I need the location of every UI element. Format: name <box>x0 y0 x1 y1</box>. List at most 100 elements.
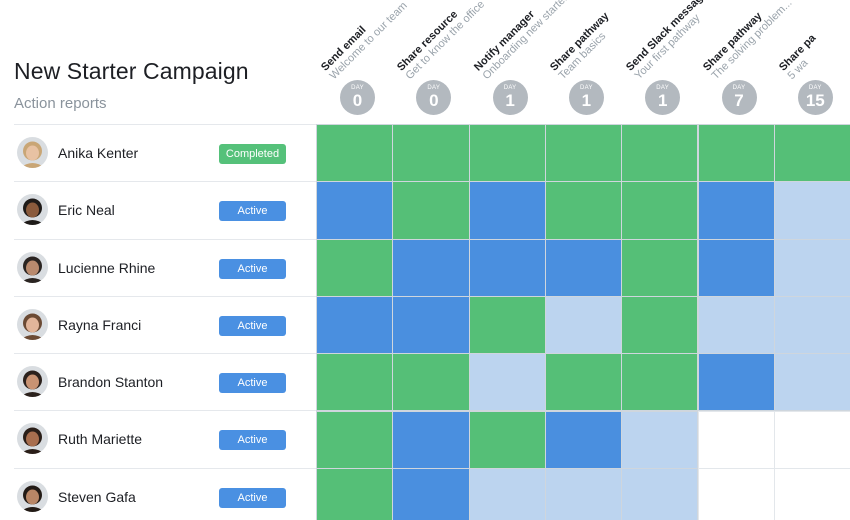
grid-cell-done[interactable] <box>392 124 470 183</box>
day-badge: DAY 1 <box>492 80 528 115</box>
avatar <box>17 251 48 283</box>
status-badge[interactable]: Active <box>219 201 286 222</box>
step-label: Share pa 5 wa <box>777 32 827 82</box>
grid-cell-done[interactable] <box>621 295 699 355</box>
person-row[interactable]: Anika Kenter Completed <box>14 124 316 181</box>
grid-cell-empty <box>773 410 850 469</box>
grid-cell-done[interactable] <box>544 124 623 183</box>
campaign-step: Share pathway Team basics DAY 1 <box>545 0 621 124</box>
grid-cell-done[interactable] <box>316 467 394 520</box>
day-badge-number: 0 <box>352 91 363 110</box>
day-badge-label: DAY <box>503 85 517 91</box>
grid-cell-done[interactable] <box>773 124 850 183</box>
grid-cell-active[interactable] <box>316 295 394 355</box>
grid-cell-active[interactable] <box>468 181 546 240</box>
day-badge: DAY 0 <box>340 80 375 115</box>
status-badge[interactable]: Active <box>219 373 286 394</box>
day-badge: DAY 7 <box>721 80 757 115</box>
grid-cell-pending[interactable] <box>773 238 850 297</box>
grid-cell-active[interactable] <box>468 238 546 297</box>
grid-cell-done[interactable] <box>468 295 546 355</box>
person-row[interactable]: Steven Gafa Active <box>14 467 316 520</box>
campaign-step: Share pa 5 wa DAY 15 <box>774 0 850 124</box>
avatar <box>17 480 48 512</box>
grid-cell-active[interactable] <box>316 181 394 240</box>
grid-cell-active[interactable] <box>392 467 470 520</box>
grid-cell-done[interactable] <box>316 238 394 297</box>
grid-cell-done[interactable] <box>468 124 546 183</box>
people-list: Anika Kenter Completed Eric Neal Active Luci… <box>14 124 316 520</box>
campaign-step: Share resource Get to know the office DAY 0 <box>392 0 487 124</box>
grid-cell-pending[interactable] <box>468 353 546 412</box>
grid-cell-done[interactable] <box>621 181 699 240</box>
day-badge-label: DAY <box>808 85 822 91</box>
grid-cell-pending[interactable] <box>544 295 623 355</box>
grid-cell-active[interactable] <box>392 238 470 297</box>
day-badge-label: DAY <box>351 85 364 91</box>
day-badge-label: DAY <box>579 85 593 91</box>
grid-cell-empty <box>697 410 775 469</box>
person-row[interactable]: Rayna Franci Active <box>14 295 316 353</box>
person-row[interactable]: Eric Neal Active <box>14 181 316 238</box>
grid-cell-empty <box>773 467 850 520</box>
person-name[interactable]: Anika Kenter <box>58 145 139 161</box>
day-badge-number: 1 <box>505 91 515 110</box>
day-badge-number: 0 <box>429 91 439 110</box>
person-name[interactable]: Brandon Stanton <box>58 374 164 391</box>
grid-cell-active[interactable] <box>392 295 470 355</box>
day-badge-label: DAY <box>732 85 746 91</box>
person-name[interactable]: Lucienne Rhine <box>58 259 156 276</box>
person-name[interactable]: Eric Neal <box>58 202 115 219</box>
grid-cell-done[interactable] <box>544 353 623 412</box>
grid-cell-pending[interactable] <box>773 353 850 412</box>
status-badge[interactable]: Active <box>219 258 286 279</box>
status-badge[interactable]: Active <box>219 487 286 508</box>
grid-cell-active[interactable] <box>544 410 623 469</box>
day-badge-number: 1 <box>581 91 592 110</box>
grid-cell-pending[interactable] <box>621 467 699 520</box>
person-row[interactable]: Ruth Mariette Active <box>14 410 316 467</box>
grid-cell-done[interactable] <box>697 124 775 183</box>
status-badge[interactable]: Completed <box>219 144 286 164</box>
grid-cell-done[interactable] <box>392 181 470 240</box>
grid-cell-pending[interactable] <box>468 467 546 520</box>
grid-cell-active[interactable] <box>697 181 775 240</box>
day-badge-number: 1 <box>657 91 668 110</box>
person-name[interactable]: Rayna Franci <box>58 316 142 333</box>
avatar <box>17 194 48 226</box>
grid-cell-done[interactable] <box>544 181 623 240</box>
day-badge-label: DAY <box>656 85 670 91</box>
person-name[interactable]: Steven Gafa <box>58 488 136 505</box>
page-subtitle: Action reports <box>14 95 107 112</box>
campaign-steps-header: Send email Welcome to our team DAY 0 Share r… <box>316 0 850 124</box>
avatar <box>17 423 48 455</box>
grid-cell-done[interactable] <box>621 353 699 412</box>
grid-cell-done[interactable] <box>316 353 394 412</box>
grid-cell-pending[interactable] <box>697 295 775 355</box>
progress-grid <box>316 124 850 520</box>
grid-cell-done[interactable] <box>621 238 699 297</box>
grid-cell-done[interactable] <box>316 124 394 183</box>
grid-cell-done[interactable] <box>316 410 394 469</box>
person-row[interactable]: Lucienne Rhine Active <box>14 238 316 296</box>
grid-cell-pending[interactable] <box>544 467 623 520</box>
grid-cell-active[interactable] <box>544 238 623 297</box>
grid-cell-done[interactable] <box>621 124 699 183</box>
grid-cell-active[interactable] <box>697 353 775 412</box>
day-badge-number: 15 <box>805 91 825 110</box>
status-badge[interactable]: Active <box>219 430 286 451</box>
person-name[interactable]: Ruth Mariette <box>58 431 143 448</box>
grid-cell-active[interactable] <box>392 410 470 469</box>
avatar <box>17 137 48 168</box>
avatar <box>17 366 48 398</box>
grid-cell-active[interactable] <box>697 238 775 297</box>
grid-cell-pending[interactable] <box>773 181 850 240</box>
status-badge[interactable]: Active <box>219 315 286 336</box>
grid-cell-pending[interactable] <box>621 410 699 469</box>
day-badge: DAY 1 <box>645 80 681 115</box>
grid-cell-done[interactable] <box>468 410 546 469</box>
step-label: Share pathway Team basics <box>548 10 620 82</box>
grid-cell-done[interactable] <box>392 353 470 412</box>
person-row[interactable]: Brandon Stanton Active <box>14 353 316 410</box>
grid-cell-pending[interactable] <box>773 295 850 355</box>
